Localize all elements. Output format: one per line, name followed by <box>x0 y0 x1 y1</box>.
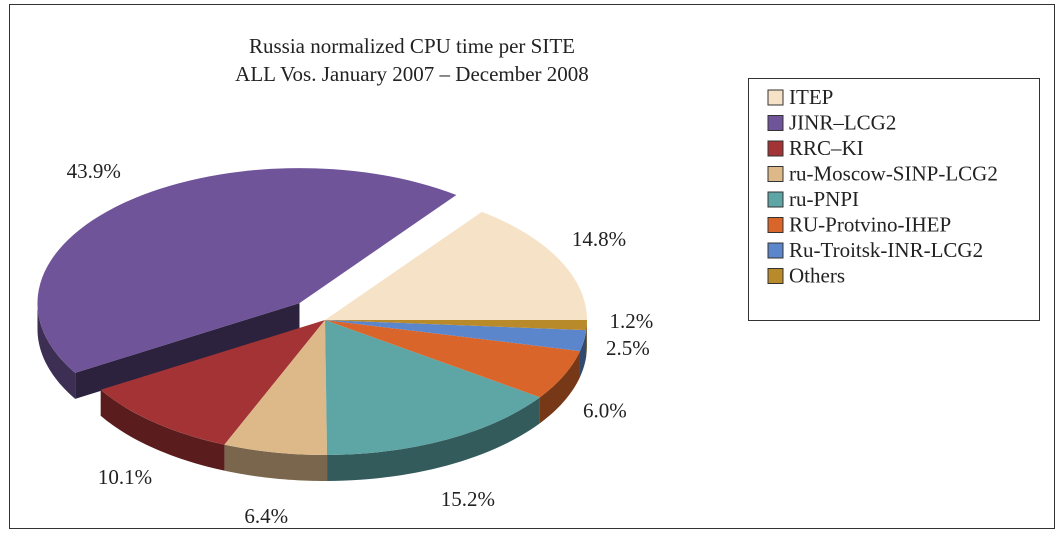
data-label: 43.9% <box>67 159 121 183</box>
pie-slice <box>325 320 587 352</box>
data-label: 1.2% <box>609 309 653 333</box>
legend-swatch <box>767 242 784 259</box>
slice-side <box>579 330 587 378</box>
pie-slice <box>325 320 587 331</box>
slice-side <box>327 397 540 481</box>
pie-slice <box>325 320 540 455</box>
chart-title: Russia normalized CPU time per SITE <box>249 34 575 58</box>
slice-side <box>37 303 76 399</box>
data-label: 2.5% <box>606 336 650 360</box>
pie-slice <box>325 211 587 320</box>
data-label: 15.2% <box>441 487 495 511</box>
legend-box <box>748 78 1040 321</box>
legend-label: JINR–LCG2 <box>789 110 896 134</box>
legend-swatch <box>767 217 784 233</box>
legend-swatch <box>767 191 784 208</box>
data-label: 6.0% <box>583 399 627 423</box>
data-label: 10.1% <box>98 465 152 489</box>
legend-label: ru-Moscow-SINP-LCG2 <box>789 161 998 185</box>
legend-label: Ru-Troitsk-INR-LCG2 <box>789 238 983 262</box>
legend-label: ru-PNPI <box>789 187 859 211</box>
legend-label: Others <box>789 263 845 287</box>
legend-swatch <box>767 115 784 131</box>
legend-label: RRC–KI <box>789 136 864 160</box>
pie-slice <box>224 320 328 456</box>
legend-label: RU-Protvino-IHEP <box>789 212 951 236</box>
slice-side <box>75 303 300 399</box>
pie-slice <box>100 320 326 445</box>
pie-slice <box>325 320 580 398</box>
slice-side <box>586 320 587 357</box>
legend-swatch <box>767 140 784 157</box>
slice-side <box>539 351 580 424</box>
legend-label: ITEP <box>789 85 833 109</box>
legend-swatch <box>767 166 784 182</box>
data-label: 14.8% <box>572 227 626 251</box>
pie-slice <box>37 168 457 373</box>
data-label: 6.4% <box>244 504 288 528</box>
legend-swatch <box>767 268 784 284</box>
chart-subtitle: ALL Vos. January 2007 – December 2008 <box>235 62 589 86</box>
legend-swatch <box>767 89 784 106</box>
slice-side <box>100 389 225 471</box>
slice-side <box>224 444 328 481</box>
